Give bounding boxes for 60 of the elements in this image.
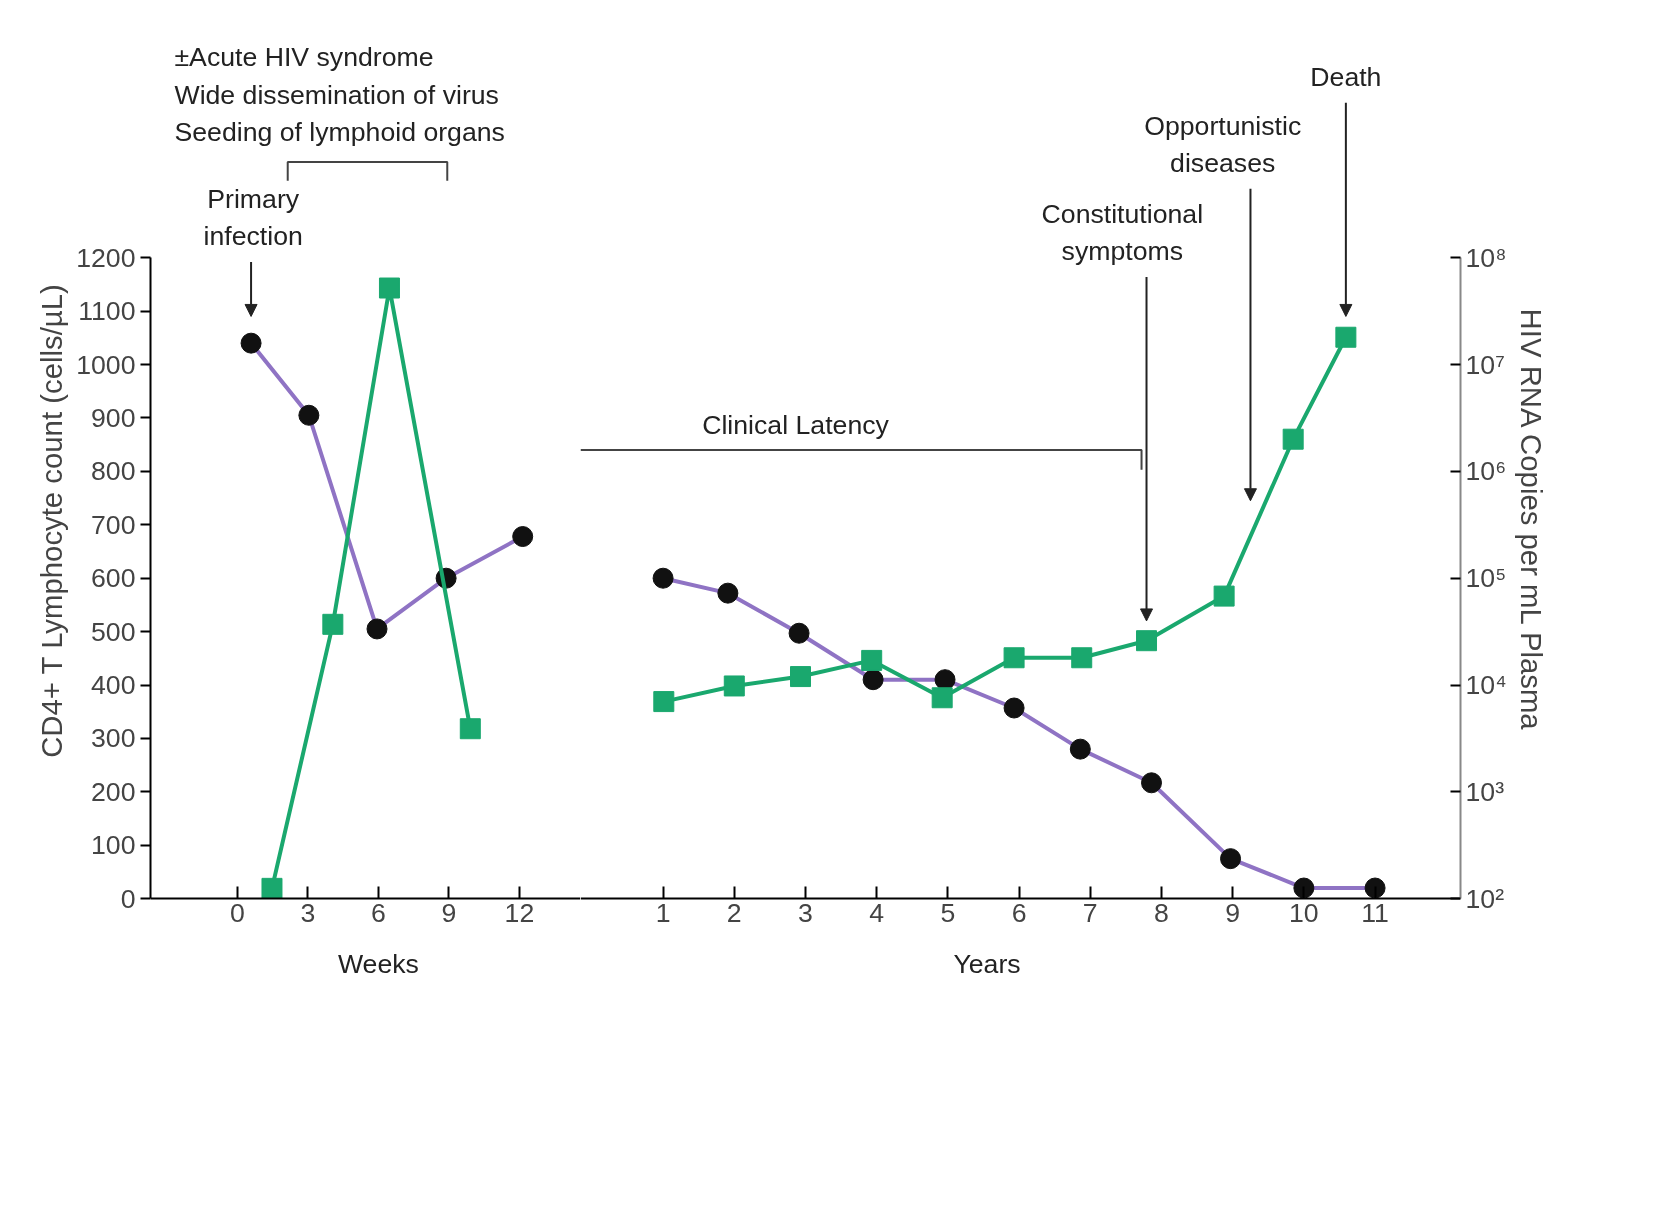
point (1335, 326, 1357, 348)
point (1003, 647, 1025, 669)
y-tick-label: 1000 (76, 349, 136, 380)
x-tick-label: 4 (869, 897, 885, 928)
x-tick-label: 5 (940, 897, 956, 928)
x-tick-label: 7 (1082, 897, 1098, 928)
x-tick-label: 6 (371, 897, 386, 928)
x-tick-label: 9 (1225, 897, 1241, 928)
point (378, 277, 400, 299)
point (1282, 428, 1304, 450)
x-tick-label: 9 (441, 897, 457, 928)
point (1136, 630, 1158, 652)
y2-tick-label: 10⁷ (1465, 349, 1505, 380)
x-tick-label: 3 (300, 897, 316, 928)
y-tick-label: 400 (91, 670, 136, 701)
point (1213, 585, 1235, 607)
y-tick-label: 1100 (78, 296, 136, 327)
text: Opportunistic diseases (1144, 110, 1302, 179)
y2-tick-label: 10⁶ (1465, 456, 1507, 487)
text: ±Acute HIV syndrome Wide dissemination of virus Seeding of lymphoid organs (174, 42, 505, 148)
y-tick-label: 700 (91, 509, 136, 540)
y-tick-label: 300 (91, 723, 136, 754)
text: Weeks (337, 948, 419, 979)
annotation: Constitutional symptoms (1041, 198, 1204, 267)
x-tick-label: 8 (1154, 897, 1169, 928)
text: Primary infection (203, 183, 303, 252)
x-tick-label: 3 (798, 897, 813, 928)
point (861, 649, 883, 671)
y2-tick-label: 10² (1465, 883, 1505, 914)
y-tick-label: 100 (91, 830, 136, 861)
x-tick-label: 10 (1289, 897, 1319, 928)
annotation: Clinical Latency (702, 410, 890, 441)
y-axis-title: CD4+ T Lymphocyte count (cells/µL) (35, 284, 69, 758)
y-tick-label: 900 (91, 402, 136, 433)
point (723, 675, 745, 697)
x-tick-label: 11 (1361, 897, 1389, 928)
point (261, 877, 283, 899)
y-tick-label: 600 (91, 563, 136, 594)
y2-tick-label: 10⁸ (1465, 242, 1507, 273)
point (653, 691, 675, 713)
x-tick-label: 1 (655, 897, 671, 928)
x-tick-label: 2 (726, 897, 742, 928)
text: Death (1310, 62, 1382, 93)
point (459, 718, 481, 740)
x-tick-label: 12 (504, 897, 535, 928)
y2-axis-title: HIV RNA Copies per mL Plasma (1514, 308, 1548, 731)
y2-tick-label: 10⁵ (1465, 563, 1507, 594)
text: Years (953, 948, 1021, 979)
x-tick-label: 6 (1011, 897, 1027, 928)
x-tick-label: 0 (230, 897, 245, 928)
point (931, 687, 953, 709)
point (322, 613, 344, 635)
y-tick-label: 1200 (76, 242, 136, 273)
y2-tick-label: 10⁴ (1465, 670, 1507, 701)
y-tick-label: 200 (91, 776, 136, 807)
point (1071, 647, 1093, 669)
y2-tick-label: 10³ (1465, 776, 1505, 807)
y-tick-label: 500 (91, 616, 136, 647)
point (790, 666, 811, 688)
y-tick-label: 800 (91, 456, 136, 487)
